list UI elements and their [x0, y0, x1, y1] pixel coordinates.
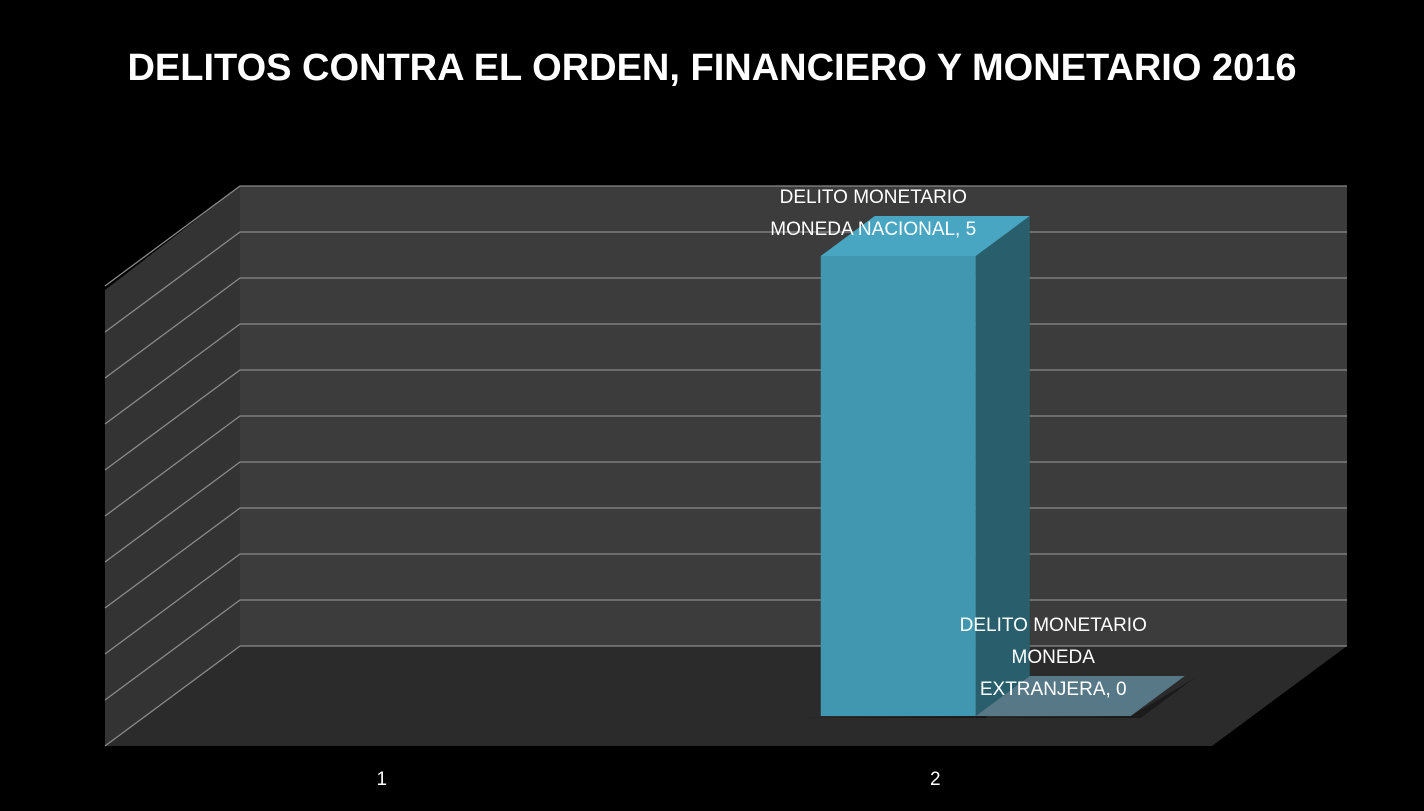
x-tick-label: 1 — [376, 769, 388, 790]
data-label: DELITO MONETARIO MONEDA EXTRANJERA, 0 — [959, 615, 1147, 700]
bar-front — [820, 256, 976, 716]
bar — [800, 216, 1040, 718]
x-tick-label: 2 — [929, 769, 941, 790]
data-label: DELITO MONETARIO MONEDA NACIONAL, 5 — [770, 187, 977, 240]
chart-title: DELITOS CONTRA EL ORDEN, FINANCIERO Y MO… — [127, 47, 1297, 89]
floor — [105, 646, 1347, 746]
bar-top — [820, 216, 1030, 256]
bar-top — [975, 676, 1185, 716]
bar — [955, 676, 1195, 718]
grid-line — [104, 185, 1347, 287]
bar-side — [975, 216, 1030, 716]
